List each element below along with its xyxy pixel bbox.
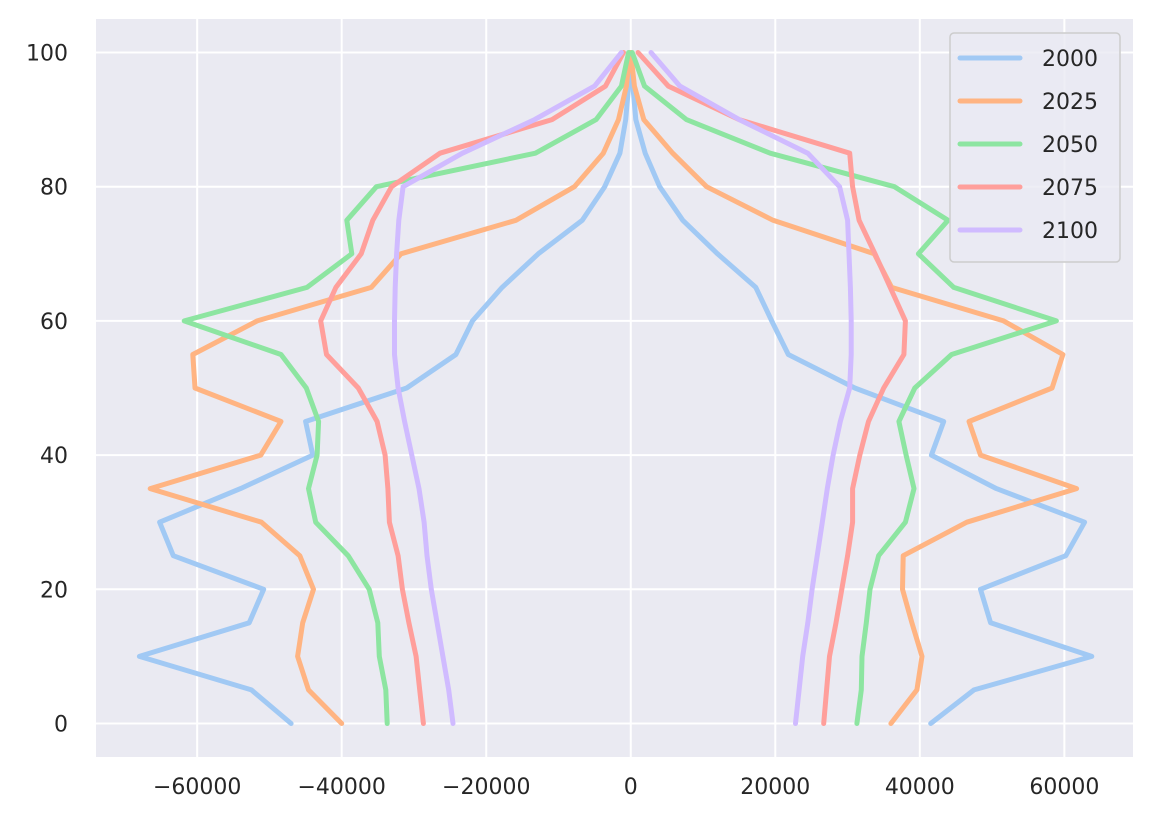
y-tick-label: 0 <box>54 712 68 737</box>
series-line-2000-left <box>136 50 634 726</box>
legend-label-2025: 2025 <box>1042 90 1098 115</box>
legend-label-2100: 2100 <box>1042 219 1098 244</box>
y-tick-label: 100 <box>26 42 68 67</box>
series-line-2100-left <box>392 50 624 726</box>
series-line-2000-right <box>628 50 1095 726</box>
series-line-2100-right <box>648 50 854 726</box>
series-line-2050-right <box>629 50 1059 726</box>
series-lines <box>136 50 1095 726</box>
legend-box <box>949 32 1121 263</box>
x-tick-label: 40000 <box>885 775 955 800</box>
series-line-2050-left <box>181 50 632 726</box>
series-line-2075-left <box>318 50 626 726</box>
series-line-2025-left <box>147 50 633 726</box>
x-tick-label: −20000 <box>442 775 530 800</box>
x-tick-label: −40000 <box>297 775 385 800</box>
legend-label-2000: 2000 <box>1042 47 1098 72</box>
x-axis-ticks: −60000 −40000 −20000 0 20000 40000 60000 <box>153 775 1099 800</box>
y-tick-label: 60 <box>40 310 68 335</box>
y-tick-label: 20 <box>40 578 68 603</box>
y-axis-ticks: 0 20 40 60 80 100 <box>26 42 68 738</box>
x-tick-label: 0 <box>624 775 638 800</box>
x-tick-label: 60000 <box>1029 775 1099 800</box>
series-line-2075-right <box>635 50 908 726</box>
legend: 2000 2025 2050 2075 2100 <box>949 32 1121 263</box>
grid-lines <box>96 19 1133 757</box>
x-tick-label: 20000 <box>740 775 810 800</box>
series-line-2025-right <box>628 50 1080 726</box>
legend-label-2075: 2075 <box>1042 176 1098 201</box>
y-tick-label: 80 <box>40 176 68 201</box>
legend-label-2050: 2050 <box>1042 133 1098 158</box>
y-tick-label: 40 <box>40 444 68 469</box>
x-tick-label: −60000 <box>153 775 241 800</box>
